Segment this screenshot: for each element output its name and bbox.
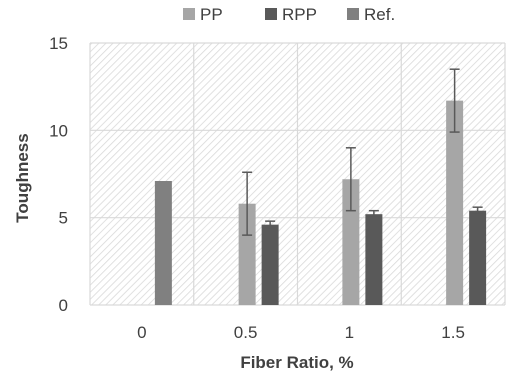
legend-item-pp: PP [183,5,223,24]
legend-swatch [183,8,195,20]
bar-ref-0 [154,180,172,305]
legend-label: RPP [282,5,317,24]
legend-item-rpp: RPP [265,5,317,24]
legend-label: Ref. [364,5,395,24]
y-axis-title: Toughness [13,133,32,222]
bar-pp-0_5 [238,203,256,305]
error-bar [242,171,253,236]
bar-pp-1_5 [446,100,464,305]
error-bar [345,147,356,212]
legend: PP RPP Ref. [183,5,395,24]
error-bars [242,68,483,236]
y-tick-label: 5 [59,209,68,228]
x-tick-label: 0.5 [234,323,258,342]
legend-swatch [347,8,359,20]
y-tick-labels: 0 5 10 15 [49,34,68,315]
x-tick-label: 0 [137,323,146,342]
x-tick-label: 1 [345,323,354,342]
error-bar [449,68,460,133]
legend-item-ref: Ref. [347,5,395,24]
legend-label: PP [200,5,223,24]
y-tick-label: 0 [59,296,68,315]
bar-rpp-0_5 [261,224,279,305]
error-bar [265,220,276,229]
bar-rpp-1_5 [469,210,487,305]
error-bar [472,206,483,215]
legend-swatch [265,8,277,20]
error-bar [368,209,379,219]
y-tick-label: 15 [49,34,68,53]
x-tick-label: 1.5 [441,323,465,342]
x-axis-title: Fiber Ratio, % [240,353,353,372]
bar-rpp-1 [365,214,383,305]
x-tick-labels: 0 0.5 1 1.5 [137,323,465,342]
y-tick-label: 10 [49,121,68,140]
